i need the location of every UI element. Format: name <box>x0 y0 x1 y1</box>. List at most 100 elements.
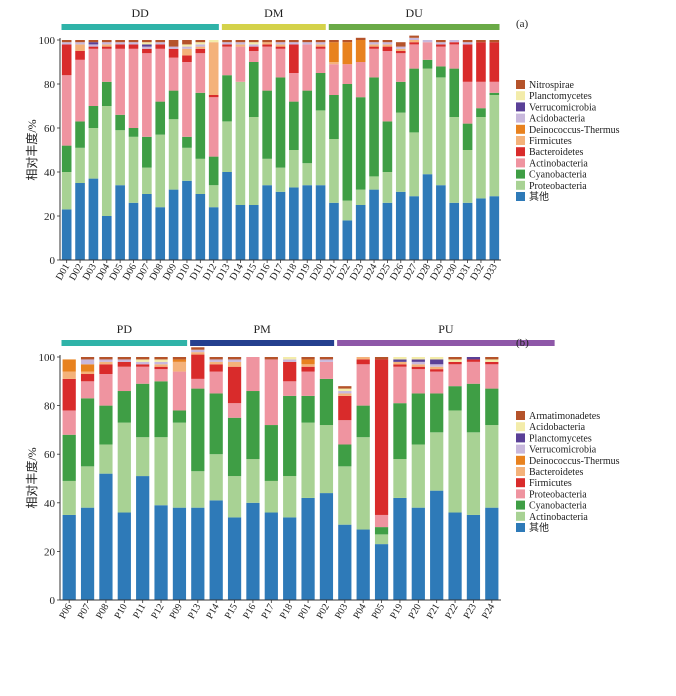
bar-segment <box>115 42 125 45</box>
bar-segment <box>356 359 370 365</box>
bar-segment <box>136 357 150 360</box>
bar-segment <box>115 130 125 186</box>
bar-segment <box>154 361 168 365</box>
bar-segment <box>62 514 76 600</box>
bar-segment <box>142 42 152 45</box>
y-tick-label: 0 <box>50 255 56 267</box>
bar-segment <box>136 366 150 384</box>
bar-segment <box>301 364 315 367</box>
bar-segment <box>61 75 72 146</box>
bar-segment <box>302 185 313 260</box>
group-label: PD <box>117 322 133 336</box>
bar-segment <box>355 205 366 260</box>
bar-segment <box>246 459 260 503</box>
bar-segment <box>275 44 286 47</box>
bar-segment <box>369 44 379 47</box>
bar-segment <box>436 66 446 78</box>
bar-segment <box>136 476 150 600</box>
bar-segment <box>275 77 286 168</box>
bar-segment <box>88 44 99 47</box>
bar-segment <box>315 42 326 45</box>
bar-segment <box>262 158 272 186</box>
bar-segment <box>154 369 168 382</box>
legend-swatch <box>516 478 525 488</box>
bar-segment <box>101 42 112 45</box>
bar-segment <box>319 425 334 494</box>
bar-segment <box>182 62 192 137</box>
bar-segment <box>248 117 259 205</box>
bar-segment <box>227 361 242 367</box>
x-tick-label: P16 <box>241 602 258 621</box>
bar-segment <box>436 42 446 45</box>
bar-segment <box>476 108 486 117</box>
bar-segment <box>246 502 260 600</box>
bar-segment <box>342 40 353 43</box>
bar-segment <box>393 366 407 404</box>
bar-segment <box>275 48 286 78</box>
bar-segment <box>155 134 166 208</box>
bar-segment <box>99 364 113 375</box>
legend-entry: Proteobacteria <box>529 489 587 500</box>
bar-segment <box>409 35 419 38</box>
bar-segment <box>61 44 72 76</box>
legend-swatch <box>516 489 525 499</box>
bar-segment <box>128 48 139 128</box>
bar-segment <box>449 117 460 203</box>
bar-segment <box>466 359 481 362</box>
legend-entry: Proteobacteria <box>529 181 587 192</box>
bar-segment <box>209 364 223 372</box>
bar-segment <box>315 46 326 49</box>
group-bar-DU <box>328 24 500 30</box>
bar-segment <box>449 44 460 69</box>
bar-segment <box>430 432 444 491</box>
bar-segment <box>302 163 313 186</box>
bar-segment <box>315 40 326 43</box>
bar-segment <box>142 46 152 49</box>
bar-segment <box>142 44 152 47</box>
legend-swatch <box>516 124 525 134</box>
legend-entry: Cyanobacteria <box>529 501 587 512</box>
bar-segment <box>355 97 366 190</box>
y-tick-label: 40 <box>44 167 56 179</box>
bar-segment <box>222 172 232 260</box>
bar-segment <box>155 207 166 260</box>
bar-segment <box>80 374 95 382</box>
bar-segment <box>485 425 499 508</box>
bar-segment <box>422 59 433 69</box>
bar-segment <box>222 42 232 45</box>
bar-segment <box>182 44 192 47</box>
bar-segment <box>301 395 315 423</box>
bar-segment <box>155 48 166 102</box>
bar-segment <box>62 371 76 379</box>
bar-segment <box>235 205 246 260</box>
bar-segment <box>62 378 76 411</box>
bar-segment <box>99 473 113 600</box>
x-tick-label: P21 <box>425 602 442 621</box>
bar-segment <box>75 59 85 122</box>
bar-segment <box>462 202 473 260</box>
bar-segment <box>168 40 179 47</box>
legend-swatch <box>516 169 525 179</box>
bar-segment <box>275 191 286 260</box>
bar-segment <box>338 444 352 467</box>
bar-segment <box>356 529 370 600</box>
bar-segment <box>275 167 286 192</box>
bar-segment <box>168 119 179 190</box>
bar-segment <box>75 147 85 183</box>
bar-segment <box>117 391 131 423</box>
bar-segment <box>208 40 219 43</box>
y-tick-label: 80 <box>44 401 56 413</box>
bar-segment <box>289 101 299 150</box>
bar-segment <box>449 42 460 45</box>
bar-segment <box>191 471 205 508</box>
legend-entry: Deinococcus-Thermus <box>529 125 620 136</box>
bar-segment <box>382 121 393 172</box>
bar-segment <box>436 185 446 260</box>
legend-entry: Firmicutes <box>529 136 572 147</box>
bar-segment <box>338 391 352 394</box>
x-tick-label: P13 <box>186 602 203 621</box>
bar-segment <box>115 114 125 131</box>
bar-segment <box>283 381 297 396</box>
bar-segment <box>195 48 206 54</box>
y-tick-label: 80 <box>44 79 56 91</box>
